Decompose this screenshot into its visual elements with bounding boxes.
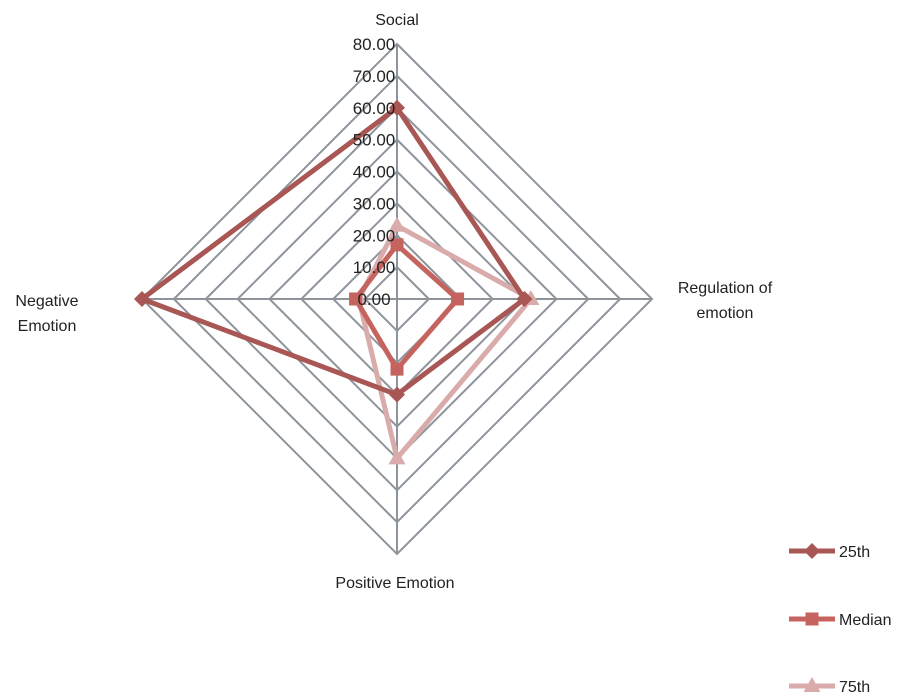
axis-label: emotion — [697, 305, 754, 322]
axis-label: Emotion — [18, 318, 77, 335]
legend-item-25th: 25th — [789, 543, 870, 561]
tick-label: 80.00 — [353, 35, 396, 54]
data-point — [134, 291, 150, 307]
legend-marker — [804, 543, 820, 559]
data-point — [389, 386, 405, 403]
axis-labels: Social Regulation of emotion Positive Emoti… — [15, 12, 772, 592]
legend-marker — [803, 677, 821, 692]
data-point — [516, 291, 533, 307]
data-point — [388, 449, 406, 465]
legend-label: 75th — [839, 679, 870, 695]
tick-label: 10.00 — [353, 258, 396, 277]
data-point — [349, 292, 363, 306]
axis-label: Positive Emotion — [335, 575, 454, 592]
data-point — [451, 292, 465, 306]
series-25th — [134, 99, 533, 403]
tick-label: 70.00 — [353, 67, 396, 86]
axis-label: Negative — [15, 293, 78, 310]
series-lines — [134, 99, 540, 465]
data-point — [388, 216, 406, 232]
axis-label: Social — [375, 12, 419, 29]
tick-label: 30.00 — [353, 194, 396, 213]
legend-item-75th: 75th — [789, 677, 870, 695]
tick-label: 60.00 — [353, 99, 396, 118]
tick-label: 0.00 — [357, 290, 390, 309]
axis-label: Regulation of — [678, 280, 773, 297]
series-median — [349, 238, 465, 376]
data-point — [389, 99, 405, 116]
legend-marker — [805, 612, 819, 626]
data-point — [390, 362, 404, 376]
tick-label: 20.00 — [353, 226, 396, 245]
legend-item-median: Median — [789, 612, 891, 629]
legend: 25th Median 75th — [789, 543, 891, 695]
tick-labels: 0.00 10.00 20.00 30.00 40.00 50.00 60.00 70.00 8… — [353, 35, 396, 309]
series-line — [136, 104, 528, 398]
tick-label: 50.00 — [353, 131, 396, 150]
radar-grid — [140, 42, 654, 556]
legend-label: Median — [839, 612, 891, 629]
data-point — [390, 238, 404, 252]
legend-label: 25th — [839, 544, 870, 561]
tick-label: 40.00 — [353, 163, 396, 182]
